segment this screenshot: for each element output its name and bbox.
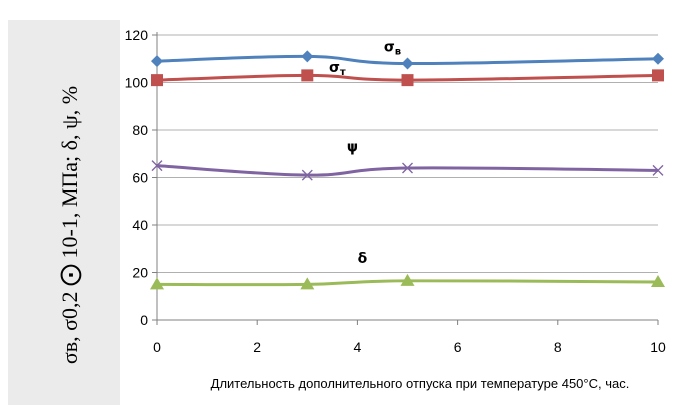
marker-stroke (151, 160, 163, 172)
series-label: ψ (347, 139, 358, 155)
data-point-diamond (401, 57, 414, 70)
data-point-x (652, 164, 664, 176)
marker-stroke (652, 164, 664, 176)
data-point-triangle (400, 273, 415, 286)
data-point-square (151, 74, 163, 87)
data-point-square (301, 69, 314, 82)
x-axis-label: Длительность дополнительного отпуска при… (211, 376, 630, 391)
markers-layer (150, 50, 665, 290)
labels-layer: σв σт ψ δ (329, 40, 401, 267)
x-tick-label: 10 (650, 339, 666, 355)
data-point-x (402, 162, 413, 174)
data-point-triangle (150, 277, 164, 290)
series-label: σт (329, 60, 346, 78)
data-point-triangle (300, 277, 315, 290)
series-label-subscript: в (395, 47, 401, 58)
y-tick-label: 20 (132, 265, 148, 281)
data-point-x (151, 160, 163, 172)
x-tick-label: 8 (554, 339, 562, 355)
series-line-3 (156, 279, 659, 287)
y-tick-label: 0 (140, 312, 148, 328)
y-axis-label-panel: σв, σ0,2 ⨀ 10-1, МПа; δ, ψ, % (8, 20, 120, 405)
x-tick-label: 2 (253, 339, 261, 355)
y-tick-label: 100 (125, 75, 149, 91)
marker-stroke (301, 169, 313, 181)
data-point-x (301, 169, 313, 181)
series-label: σв (384, 40, 401, 58)
marker-stroke (402, 162, 413, 174)
y-tick-label: 80 (132, 122, 148, 138)
x-tick-label: 4 (354, 339, 362, 355)
data-point-diamond (301, 50, 314, 63)
series-label: δ (358, 251, 368, 267)
x-tick-label: 6 (454, 339, 462, 355)
data-point-triangle (651, 275, 665, 287)
y-tick-label: 60 (132, 170, 148, 186)
series-label-subscript: т (340, 67, 346, 78)
series-layer (156, 54, 659, 287)
series-line-2 (156, 164, 659, 177)
data-point-diamond (151, 55, 163, 68)
data-point-square (401, 74, 414, 87)
x-tick-label: 0 (153, 339, 161, 355)
data-point-diamond (652, 52, 664, 65)
data-point-square (652, 69, 664, 82)
y-tick-label: 120 (125, 27, 149, 43)
y-tick-label: 40 (132, 217, 148, 233)
series-line-1 (156, 73, 659, 82)
series-line-0 (156, 54, 659, 66)
